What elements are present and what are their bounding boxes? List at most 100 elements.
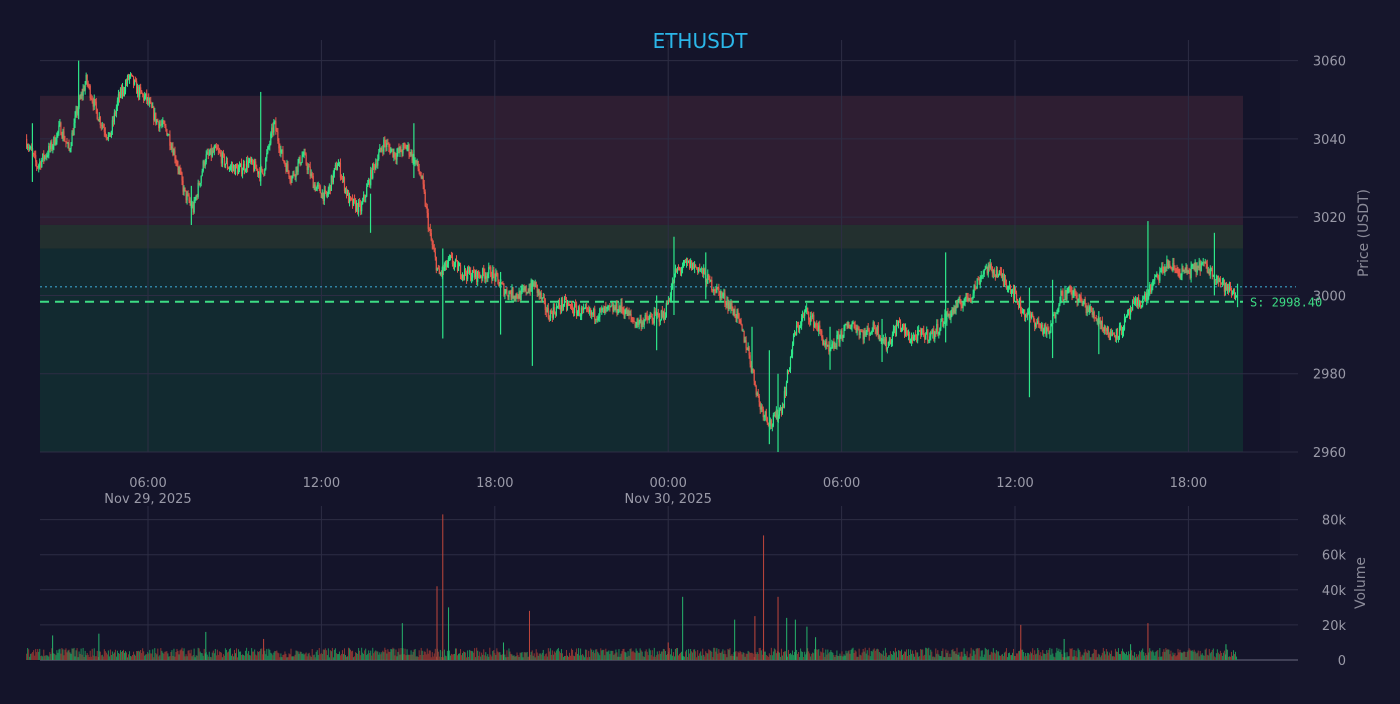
candle-body: [526, 292, 528, 293]
candle-body: [401, 151, 403, 154]
candle-body: [816, 323, 818, 328]
candle-body: [876, 325, 878, 334]
candle-body: [1046, 328, 1048, 335]
candle-body: [1010, 290, 1013, 293]
candle-body: [1232, 292, 1235, 293]
candle-body: [582, 308, 584, 311]
candle-body: [1189, 272, 1191, 278]
candle-body: [197, 182, 199, 197]
candle-body: [595, 318, 597, 320]
candle-body: [936, 324, 938, 332]
candle-body: [99, 116, 101, 125]
candle-body: [510, 293, 512, 298]
candle-body: [54, 136, 56, 145]
candle-body: [1153, 280, 1155, 282]
candle-body: [585, 307, 587, 309]
support-zone: [40, 248, 1243, 452]
candle-body: [1030, 314, 1032, 319]
candle-body: [623, 310, 625, 316]
candle-body: [62, 131, 64, 138]
candle-body: [592, 312, 594, 315]
candle-body: [554, 312, 556, 315]
candle-body: [348, 196, 351, 204]
candle-body: [750, 364, 752, 369]
candle-body: [593, 308, 595, 315]
price-axis-title: Price (USDT): [1356, 189, 1372, 277]
candle-body: [45, 155, 47, 158]
candle-body: [985, 266, 987, 269]
candle-body: [626, 308, 628, 317]
candle-body: [50, 142, 52, 149]
candle-body: [707, 274, 709, 284]
candle-body: [103, 127, 105, 132]
candle-body: [462, 274, 465, 276]
candle-body: [804, 311, 806, 316]
candle-body: [219, 152, 221, 155]
candle-body: [159, 123, 161, 129]
candle-body: [1192, 264, 1194, 266]
candle-body: [394, 152, 396, 158]
candle-body: [634, 321, 636, 327]
candle-body: [124, 82, 127, 92]
candle-body: [485, 276, 487, 279]
candle-body: [295, 166, 297, 177]
candle-body: [1074, 288, 1076, 295]
candle-body: [644, 315, 646, 321]
candle-body: [1203, 262, 1205, 264]
candle-body: [853, 323, 855, 325]
candle-body: [56, 133, 58, 143]
candle-body: [1124, 317, 1127, 319]
candle-body: [744, 340, 746, 342]
candle-body: [583, 308, 585, 311]
candle-body: [909, 341, 912, 343]
candle-body: [858, 328, 860, 335]
candle-body: [452, 264, 455, 267]
candle-body: [410, 151, 412, 156]
candle-body: [265, 158, 267, 170]
candle-body: [1230, 290, 1233, 295]
candle-body: [905, 327, 908, 335]
candle-body: [290, 180, 292, 182]
candle-body: [1075, 294, 1077, 296]
candle-body: [534, 281, 536, 287]
candle-body: [1125, 314, 1128, 318]
candle-body: [1090, 306, 1092, 311]
candle-body: [1073, 288, 1075, 295]
candle-body: [678, 268, 681, 270]
time-tick-label: 00:00: [649, 476, 686, 491]
candle-body: [863, 331, 865, 340]
candle-body: [1099, 320, 1101, 325]
candle-body: [1095, 317, 1097, 322]
candle-body: [76, 109, 78, 114]
candle-body: [217, 149, 219, 151]
candle-body: [459, 264, 462, 277]
candle-body: [26, 138, 28, 148]
candle-body: [990, 263, 992, 267]
candle-body: [471, 277, 473, 281]
candle-body: [596, 318, 598, 320]
candle-body: [270, 133, 272, 144]
candle-body: [651, 317, 653, 321]
candle-body: [302, 154, 304, 157]
candle-body: [367, 184, 369, 188]
candle-body: [82, 88, 84, 96]
candle-body: [1042, 324, 1044, 334]
candle-body: [499, 285, 501, 287]
candle-body: [1186, 267, 1188, 272]
candle-body: [1036, 322, 1038, 324]
candle-body: [927, 329, 929, 341]
candle-body: [434, 251, 436, 258]
candle-body: [710, 280, 712, 282]
candle-body: [1229, 286, 1232, 291]
candle-body: [737, 310, 739, 314]
candle-body: [598, 316, 600, 319]
date-tick-label: Nov 30, 2025: [624, 492, 711, 507]
candle-body: [210, 148, 212, 157]
candle-body: [814, 323, 816, 328]
candle-body: [129, 73, 132, 76]
candle-body: [461, 274, 464, 278]
candle-body: [1039, 324, 1041, 325]
candle-body: [680, 269, 683, 272]
candle-body: [508, 291, 510, 298]
candle-body: [463, 268, 466, 276]
